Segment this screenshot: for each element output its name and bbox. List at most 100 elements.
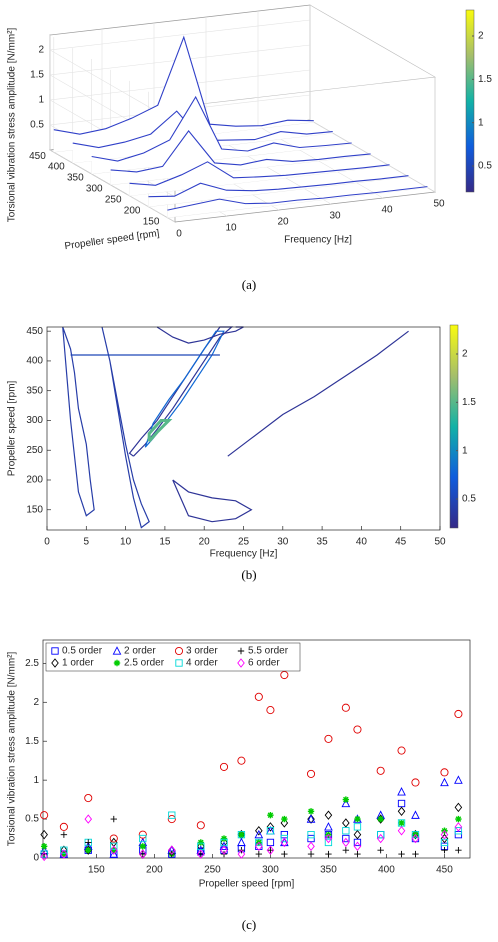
- grid-line: [309, 5, 436, 193]
- point: [342, 818, 350, 828]
- x-tick-label: 0: [44, 537, 50, 548]
- x-tick-label: 35: [317, 537, 329, 548]
- trace: [129, 161, 390, 186]
- legend-marker: [174, 646, 184, 656]
- legend-label: 1 order: [62, 658, 94, 669]
- colorbar: [465, 9, 475, 193]
- point: [440, 768, 449, 777]
- x-axis-label: Frequency [Hz]: [284, 235, 352, 246]
- point: [84, 814, 93, 824]
- plot-area: [47, 327, 440, 530]
- point: [325, 850, 332, 858]
- point: [377, 847, 384, 854]
- point: [377, 830, 385, 839]
- x-tick-label: 10: [120, 537, 132, 548]
- x-axis-label: Frequency [Hz]: [210, 549, 278, 560]
- point: [306, 814, 316, 823]
- y-tick-label: 350: [26, 385, 43, 396]
- y-axis-label: Propeller speed [rpm]: [64, 228, 160, 252]
- point: [110, 815, 117, 823]
- point: [397, 826, 406, 836]
- point: [324, 734, 333, 743]
- point: [167, 815, 176, 824]
- x-tick-label: 50: [434, 537, 446, 548]
- point: [197, 850, 205, 858]
- point: [267, 847, 274, 854]
- point: [398, 850, 405, 858]
- x-tick-label: 10: [225, 223, 237, 234]
- legend-marker: [237, 658, 245, 668]
- point: [255, 841, 263, 852]
- y-axis-label: Torsional vibration stress amplitude [N/…: [7, 652, 18, 847]
- point: [454, 822, 463, 832]
- z-tick-label: 0.5: [30, 120, 44, 131]
- x-tick-label: 15: [159, 537, 171, 548]
- point: [59, 822, 68, 831]
- point: [60, 846, 68, 854]
- trace-fill: [110, 130, 371, 185]
- point: [238, 831, 245, 838]
- point: [139, 843, 146, 850]
- trace: [53, 35, 314, 135]
- trace: [91, 95, 352, 162]
- point: [324, 822, 333, 831]
- point: [40, 829, 48, 840]
- axes-box: [42, 639, 471, 859]
- point: [237, 837, 246, 847]
- legend-marker: [237, 647, 245, 655]
- colorbar-tick-label: 1.5: [478, 74, 492, 85]
- colorbar-tick-label: 1: [462, 445, 468, 456]
- point: [324, 838, 333, 847]
- point: [376, 766, 385, 775]
- y-tick-label: 150: [143, 216, 160, 227]
- point: [197, 849, 205, 859]
- point: [138, 830, 147, 839]
- point: [280, 837, 289, 848]
- x-tick-label: 40: [356, 537, 368, 548]
- y-tick-label: 350: [67, 173, 84, 184]
- point: [307, 814, 315, 824]
- z-tick-label: 2: [38, 45, 44, 56]
- point: [168, 811, 176, 819]
- x-tick-label: 400: [378, 865, 395, 876]
- y-tick-label: 450: [26, 326, 43, 337]
- legend-label: 6 order: [248, 658, 280, 669]
- point: [397, 806, 406, 817]
- point: [411, 833, 420, 844]
- x-axis-label: Propeller speed [rpm]: [199, 879, 295, 890]
- point: [280, 834, 288, 843]
- caption: (a): [242, 277, 256, 292]
- legend-label: 0.5 order: [62, 646, 103, 657]
- point: [40, 843, 48, 850]
- z-tick-label: 1.5: [30, 70, 44, 81]
- x-tick-label: 50: [433, 199, 445, 210]
- contour-line: [147, 418, 173, 443]
- point: [412, 850, 419, 858]
- point: [307, 830, 315, 839]
- point: [454, 802, 463, 813]
- point: [411, 810, 420, 819]
- point: [266, 827, 275, 835]
- point: [454, 709, 463, 719]
- point: [84, 794, 93, 803]
- point: [237, 830, 246, 839]
- trace-fill: [72, 111, 333, 164]
- y-tick-label: 2: [33, 697, 39, 708]
- point: [324, 833, 333, 844]
- legend-label: 3 order: [186, 646, 218, 657]
- point: [139, 850, 146, 858]
- x-tick-label: 0: [176, 229, 182, 240]
- legend-marker: [51, 647, 59, 655]
- point: [324, 810, 333, 820]
- legend-marker: [51, 658, 59, 668]
- point: [398, 819, 405, 827]
- point: [237, 756, 246, 765]
- x-tick-label: 20: [277, 217, 289, 228]
- point: [411, 778, 420, 787]
- colorbar-tick-label: 2: [478, 31, 484, 42]
- y-tick-label: 2.5: [25, 658, 39, 669]
- point: [110, 845, 118, 855]
- point: [40, 811, 49, 820]
- point: [60, 849, 68, 859]
- grid-line: [49, 35, 176, 223]
